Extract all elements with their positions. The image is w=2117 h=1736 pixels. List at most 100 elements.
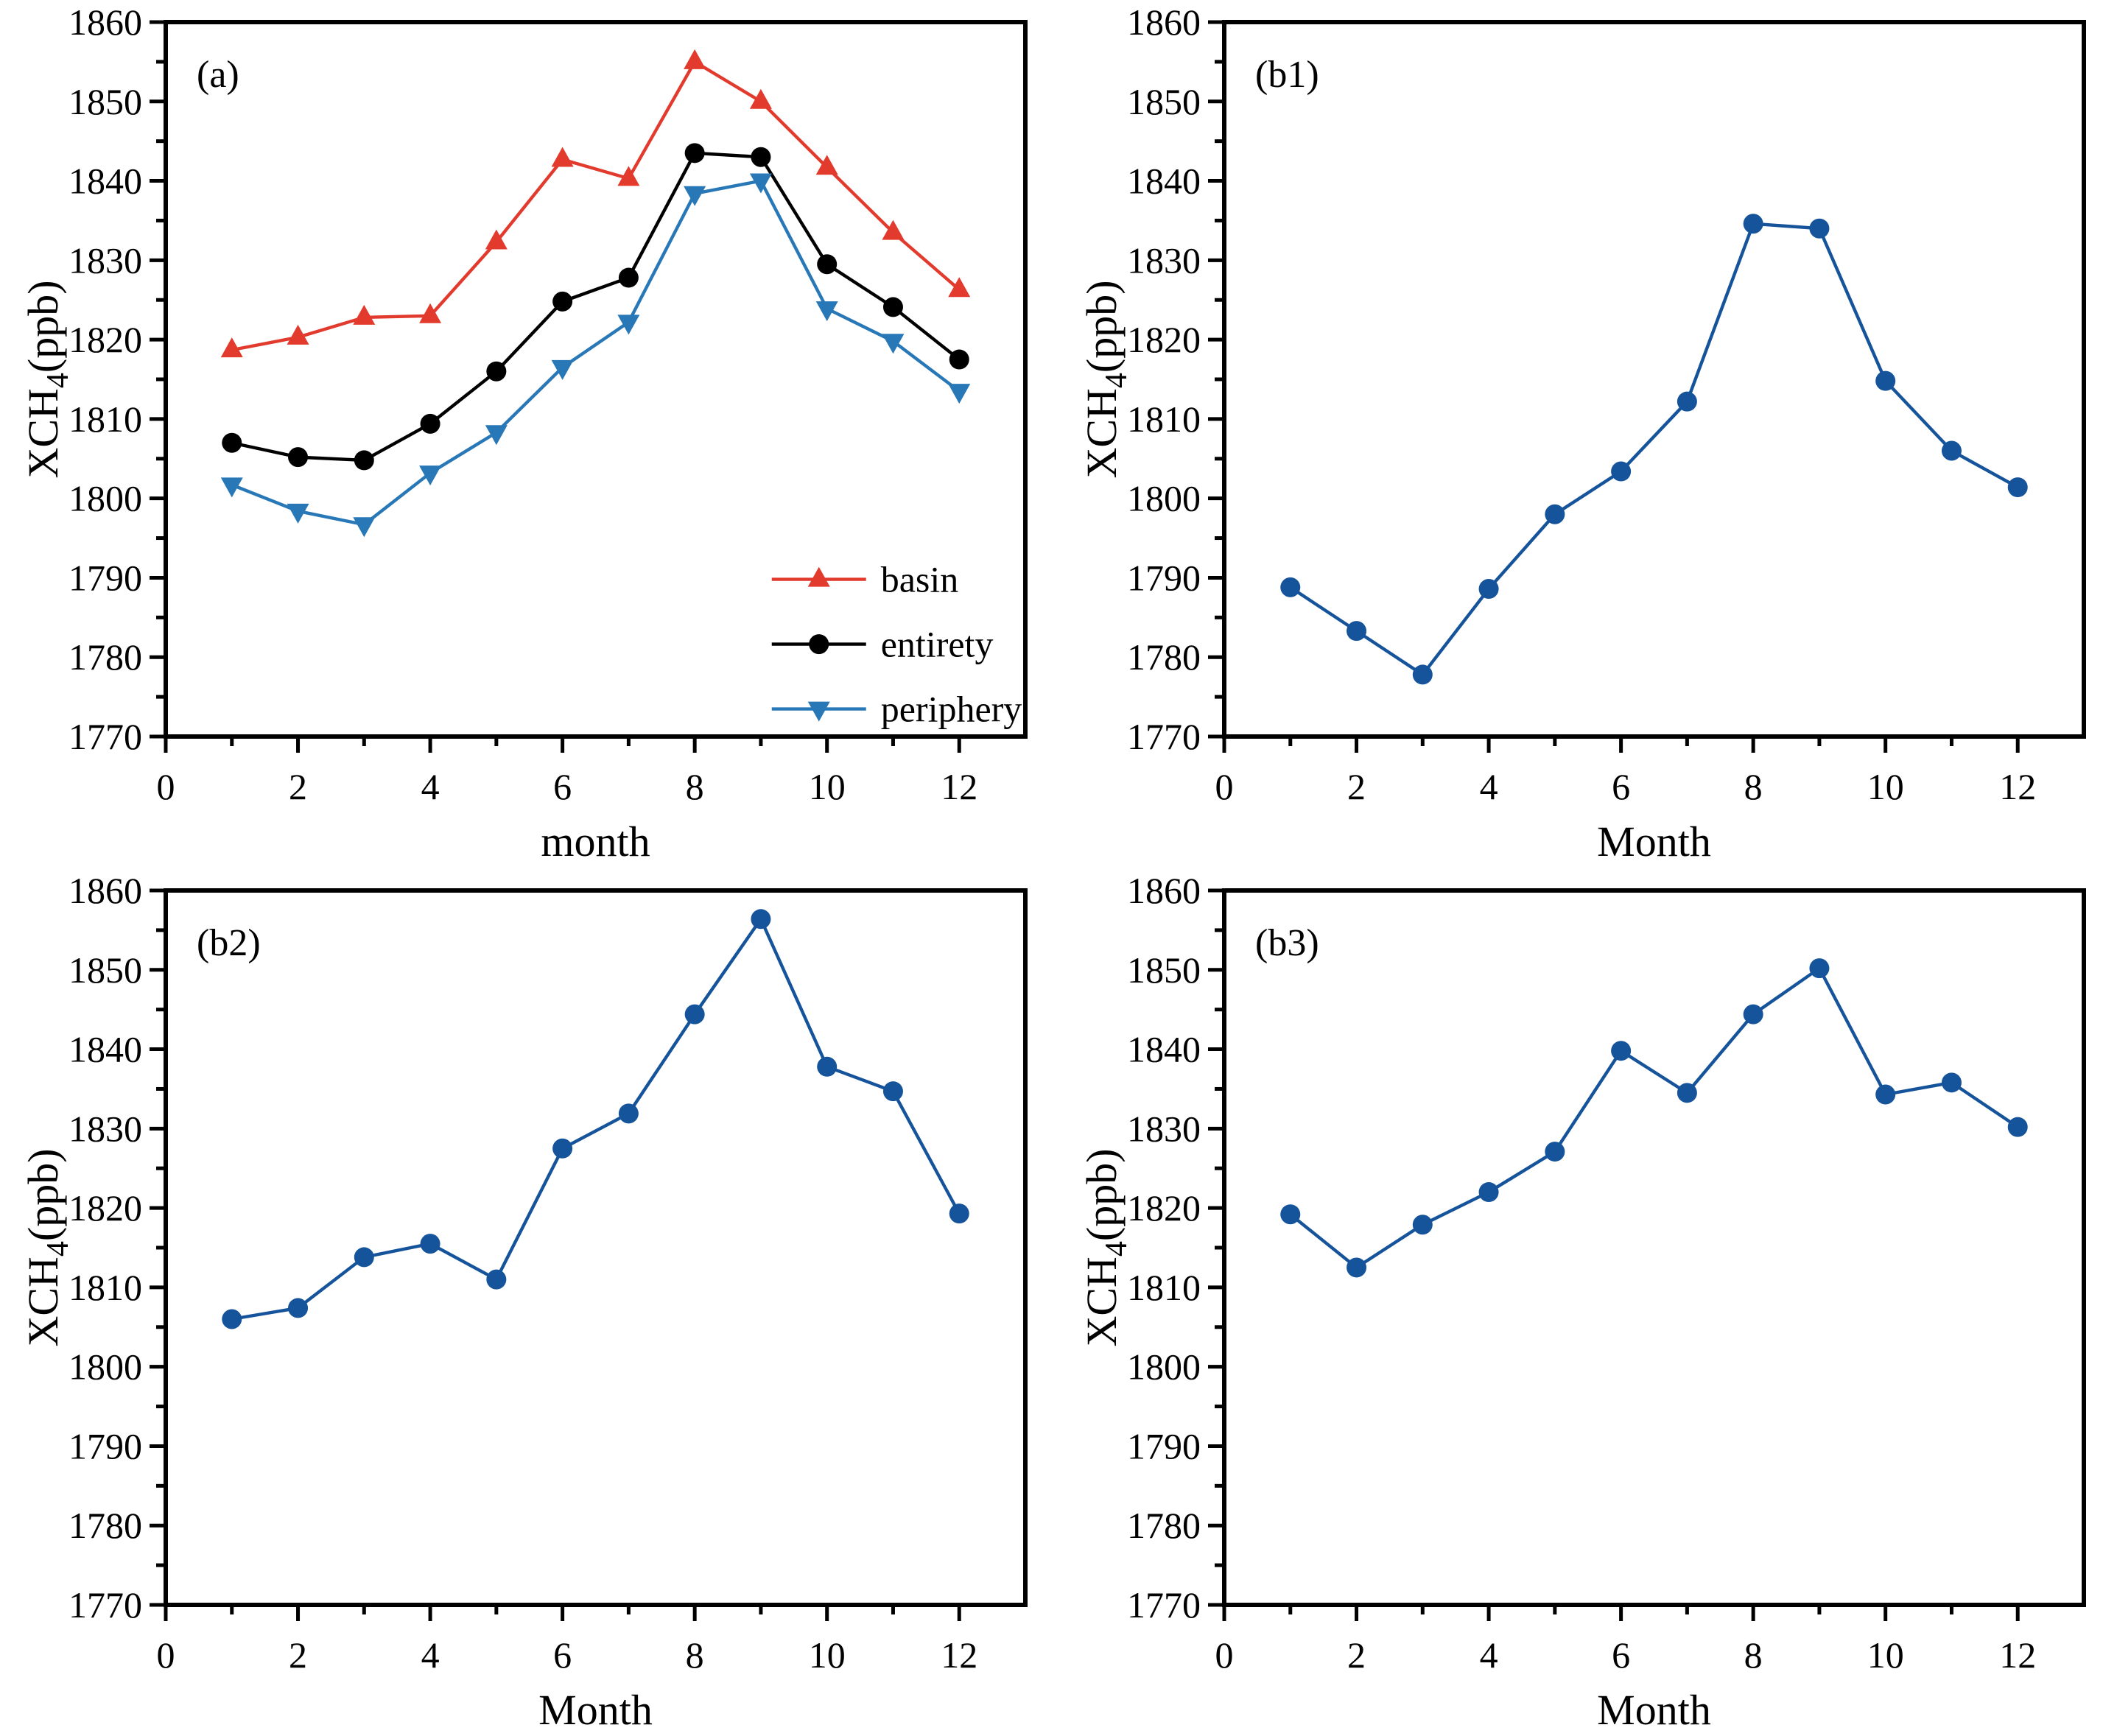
y-tick-label: 1800	[1127, 1346, 1201, 1388]
y-tick-label: 1860	[69, 870, 142, 911]
x-axis-label: Month	[538, 1686, 653, 1734]
x-tick-label: 4	[1480, 766, 1498, 807]
data-point-marker	[1347, 621, 1367, 642]
x-tick-label: 12	[941, 1634, 977, 1676]
panel-b2-chart: 1770 1780 1790 1800 1810 1820 1830 1840 1850 1860…	[19, 870, 1028, 1734]
y-axis-label: XCH4(ppb)	[19, 280, 75, 478]
data-point-marker	[485, 229, 508, 250]
panel-b1-chart: 1770 1780 1790 1800 1810 1820 1830 1840 1850 1860…	[1078, 1, 2086, 865]
x-tick-label: 2	[289, 766, 307, 807]
data-point-marker	[749, 88, 772, 109]
plot-border	[164, 888, 1028, 1607]
panel-label: (b2)	[197, 922, 261, 964]
data-point-marker	[817, 1056, 838, 1077]
data-point-marker	[617, 314, 640, 335]
panel-b3-chart: 1770 1780 1790 1800 1810 1820 1830 1840 1850 1860…	[1078, 870, 2086, 1734]
y-axis-ticks: 1770 1780 1790 1800 1810 1820 1830 1840 1850 1860	[69, 1, 166, 757]
data-point-marker	[1875, 1084, 1896, 1105]
series-b1-line	[1289, 222, 2019, 677]
data-point-marker	[1875, 370, 1896, 391]
data-point-marker	[353, 517, 376, 538]
data-point-marker	[287, 324, 309, 345]
data-point-marker	[1677, 391, 1697, 412]
x-tick-label: 10	[809, 766, 846, 807]
x-axis-ticks: 0 2 4 6 8 10 12	[157, 1605, 977, 1676]
x-tick-label: 10	[1867, 1634, 1904, 1676]
y-tick-label: 1850	[1127, 949, 1201, 991]
y-axis-label: XCH4(ppb)	[19, 1148, 75, 1346]
x-tick-label: 4	[1480, 1634, 1498, 1676]
data-point-marker	[1545, 504, 1565, 524]
data-point-marker	[817, 254, 838, 275]
data-point-marker	[551, 147, 574, 167]
panel-label: (b1)	[1255, 54, 1319, 96]
data-point-marker	[419, 303, 442, 323]
data-point-marker	[1809, 958, 1830, 979]
panel-b3: 1770 1780 1790 1800 1810 1820 1830 1840 1850 1860…	[1058, 868, 2117, 1736]
x-tick-label: 10	[809, 1634, 846, 1676]
y-tick-label: 1800	[69, 1346, 142, 1388]
y-tick-label: 1820	[1127, 319, 1201, 360]
data-point-marker	[222, 432, 242, 453]
x-tick-label: 12	[1999, 1634, 2036, 1676]
data-point-marker	[1611, 1041, 1632, 1061]
data-point-marker	[552, 291, 573, 312]
data-point-marker	[882, 1081, 903, 1102]
data-point-marker	[1743, 214, 1763, 234]
legend-entry-label: basin	[881, 559, 959, 600]
data-point-marker	[949, 1203, 969, 1224]
y-tick-label: 1810	[69, 1267, 142, 1308]
data-point-marker	[948, 384, 971, 404]
data-point-marker	[1412, 664, 1433, 685]
data-point-marker	[420, 413, 440, 434]
x-tick-label: 12	[1999, 766, 2036, 807]
y-axis-ticks: 1770 1780 1790 1800 1810 1820 1830 1840 1850 1860	[69, 870, 166, 1626]
x-tick-label: 12	[941, 766, 977, 807]
plot-border	[1222, 888, 2086, 1607]
data-point-marker	[807, 701, 830, 722]
y-tick-label: 1770	[1127, 716, 1201, 757]
panel-label: (a)	[197, 54, 239, 96]
y-axis-label: XCH4(ppb)	[1078, 280, 1134, 478]
x-tick-label: 2	[289, 1634, 307, 1676]
y-tick-label: 1810	[1127, 398, 1201, 440]
x-axis-ticks: 0 2 4 6 8 10 12	[1215, 1605, 2036, 1676]
data-point-marker	[882, 297, 903, 317]
y-tick-label: 1770	[69, 1584, 142, 1626]
series-entirety-line	[231, 151, 961, 463]
data-point-marker	[809, 634, 829, 655]
y-tick-label: 1850	[1127, 81, 1201, 122]
data-point-marker	[1478, 1182, 1499, 1203]
y-tick-label: 1830	[69, 1108, 142, 1149]
x-axis-label: month	[541, 818, 650, 865]
data-point-marker	[1809, 218, 1830, 239]
data-point-marker	[353, 304, 376, 325]
x-axis-ticks: 0 2 4 6 8 10 12	[1215, 737, 2036, 807]
y-tick-label: 1780	[1127, 1505, 1201, 1546]
data-point-marker	[1280, 1204, 1301, 1225]
y-tick-label: 1840	[69, 1029, 142, 1070]
data-point-marker	[684, 186, 706, 206]
data-point-marker	[815, 301, 838, 322]
x-tick-label: 8	[686, 1634, 704, 1676]
data-point-marker	[1743, 1004, 1763, 1025]
series-periphery-line	[231, 179, 961, 527]
x-tick-label: 2	[1347, 766, 1366, 807]
data-point-marker	[751, 147, 771, 167]
data-point-marker	[1412, 1215, 1433, 1235]
data-point-marker	[1941, 440, 1962, 461]
data-point-marker	[486, 361, 507, 382]
data-point-marker	[684, 1004, 705, 1025]
data-point-marker	[220, 337, 243, 358]
y-tick-label: 1830	[1127, 239, 1201, 281]
y-tick-label: 1820	[69, 319, 142, 360]
legend-entry-label: entirety	[881, 624, 994, 665]
data-point-marker	[617, 166, 640, 186]
data-point-marker	[618, 1103, 639, 1124]
y-tick-label: 1850	[69, 949, 142, 991]
data-point-marker	[815, 155, 838, 175]
y-tick-label: 1770	[69, 716, 142, 757]
data-point-marker	[551, 359, 574, 380]
panel-a-chart: 1770 1780 1790 1800 1810 1820 1830 1840 1850 1860…	[19, 1, 1028, 865]
